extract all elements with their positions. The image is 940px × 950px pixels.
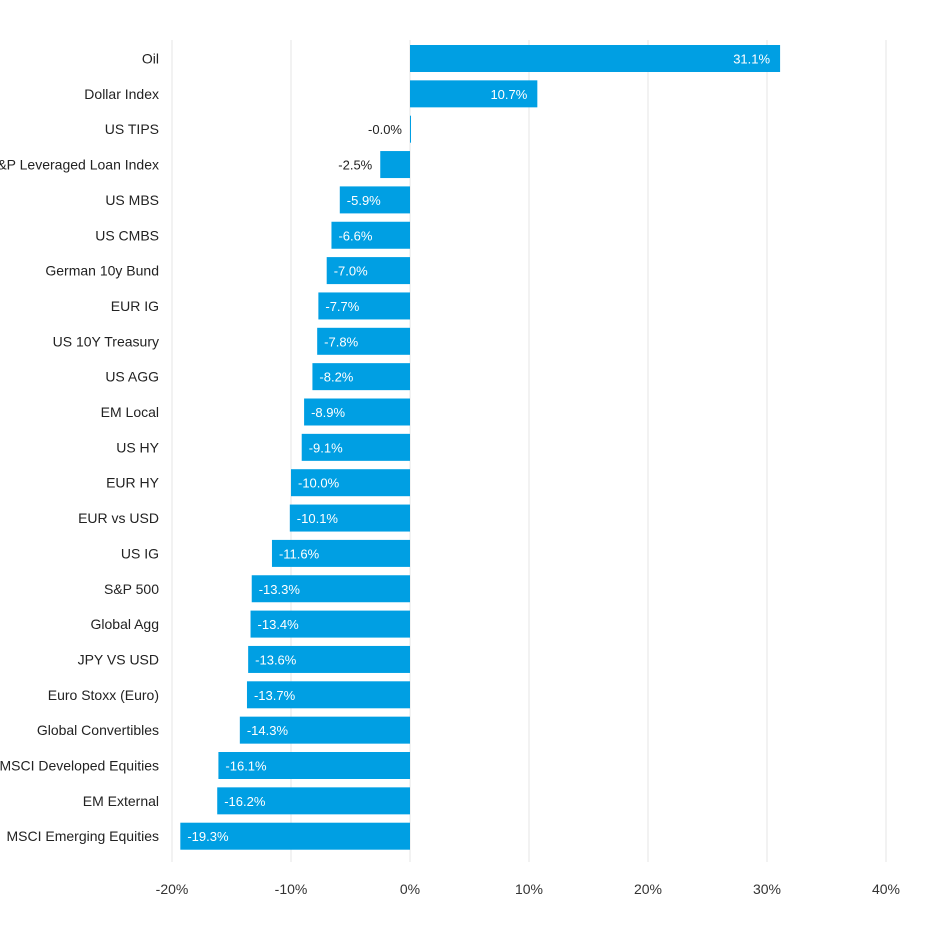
bar: [312, 363, 410, 391]
bar: [217, 787, 410, 815]
data-label: -6.6%: [338, 228, 372, 243]
data-label: -13.6%: [255, 652, 297, 667]
data-label: -13.4%: [258, 617, 300, 632]
bar: [380, 151, 410, 179]
bar: [326, 257, 410, 285]
bar: [318, 292, 410, 320]
bars: [180, 45, 781, 850]
category-label: EUR vs USD: [78, 510, 159, 526]
data-labels: 31.1% 10.7% -0.0% -2.5% -5.9% -6.6% -7.0% -7.7%…: [187, 52, 770, 845]
bar: [410, 45, 781, 72]
category-label: Euro Stoxx (Euro): [48, 687, 159, 703]
bar: [304, 398, 410, 426]
bar: [239, 716, 410, 744]
data-label: -14.3%: [247, 723, 289, 738]
category-label: JPY VS USD: [78, 651, 159, 667]
category-labels: Oil Dollar Index US TIPS S&P Leveraged Loan…: [0, 51, 160, 845]
data-label: -10.1%: [297, 511, 339, 526]
x-tick-label: 30%: [753, 881, 781, 897]
x-tick-label: 40%: [872, 881, 900, 897]
data-label: -13.3%: [259, 582, 301, 597]
category-label: US CMBS: [95, 227, 159, 243]
data-label: -5.9%: [347, 193, 381, 208]
bar: [339, 186, 410, 214]
category-label: US IG: [121, 545, 159, 561]
data-label: -10.0%: [298, 476, 340, 491]
bar: [317, 327, 410, 355]
category-label: US AGG: [105, 369, 159, 385]
x-tick-label: -10%: [275, 881, 308, 897]
data-label: -2.5%: [338, 158, 372, 173]
category-label: MSCI Developed Equities: [0, 758, 159, 774]
data-label: -19.3%: [187, 829, 229, 844]
category-label: EUR IG: [111, 298, 159, 314]
bar: [248, 645, 410, 673]
data-label: -7.8%: [324, 334, 358, 349]
category-label: Global Convertibles: [37, 722, 159, 738]
bar: [251, 575, 410, 603]
category-label: US 10Y Treasury: [53, 333, 159, 349]
x-tick-label: 20%: [634, 881, 662, 897]
category-label: German 10y Bund: [45, 263, 159, 279]
x-tick-label: 10%: [515, 881, 543, 897]
bar: [410, 115, 411, 143]
category-label: EM External: [83, 793, 159, 809]
data-label: -9.1%: [309, 440, 343, 455]
data-label: -7.7%: [325, 299, 359, 314]
data-label: -11.6%: [279, 546, 320, 561]
bar: [289, 504, 410, 532]
bar: [301, 433, 410, 461]
bar: [246, 681, 410, 709]
category-label: US HY: [116, 439, 159, 455]
category-label: Dollar Index: [84, 86, 159, 102]
bar: [291, 469, 410, 497]
category-label: S&P 500: [104, 581, 159, 597]
data-label: -16.2%: [224, 794, 266, 809]
bar: [271, 539, 410, 567]
data-label: -13.7%: [254, 688, 296, 703]
data-label: -8.9%: [311, 405, 345, 420]
x-tick-label: -20%: [156, 881, 189, 897]
category-label: US TIPS: [105, 121, 159, 137]
bar: [250, 610, 410, 638]
x-axis-ticks: -20% -10% 0% 10% 20% 30% 40%: [156, 881, 900, 897]
category-label: EUR HY: [106, 475, 160, 491]
category-label: EM Local: [101, 404, 159, 420]
category-label: S&P Leveraged Loan Index: [0, 157, 159, 173]
bar: [180, 822, 410, 850]
bar: [410, 80, 538, 108]
data-label: 31.1%: [733, 52, 770, 67]
data-label: -16.1%: [225, 759, 267, 774]
category-label: Oil: [142, 51, 159, 67]
category-label: Global Agg: [91, 616, 160, 632]
data-label: -7.0%: [334, 264, 368, 279]
bar: [331, 221, 410, 249]
data-label: -8.2%: [319, 370, 353, 385]
category-label: US MBS: [105, 192, 159, 208]
data-label: -0.0%: [368, 122, 402, 137]
category-label: MSCI Emerging Equities: [6, 828, 159, 844]
data-label: 10.7%: [490, 87, 527, 102]
x-tick-label: 0%: [400, 881, 420, 897]
bar: [218, 752, 410, 779]
